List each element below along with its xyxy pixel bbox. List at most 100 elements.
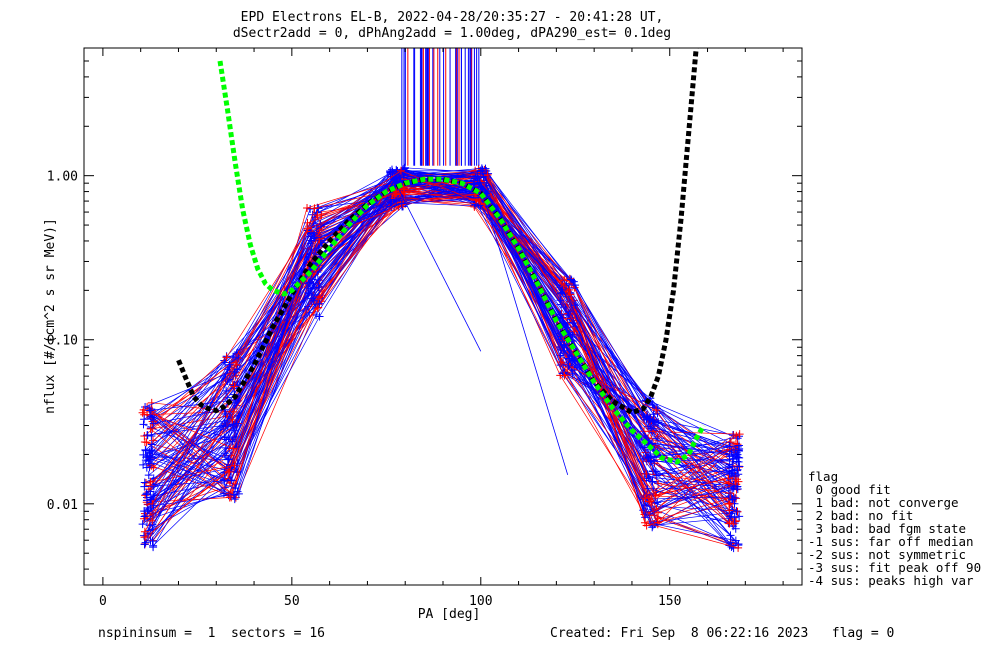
data-marker: [233, 365, 242, 374]
legend-item: -2 sus: not symmetric: [808, 547, 967, 562]
data-marker: [140, 431, 149, 440]
spectrum-line: [144, 170, 734, 522]
x-axis-label: PA [deg]: [418, 607, 481, 622]
data-marker: [386, 168, 395, 177]
data-marker: [732, 482, 741, 491]
data-marker: [312, 310, 321, 319]
data-marker: [735, 430, 744, 439]
legend-item: 3 bad: bad fgm state: [808, 521, 967, 536]
data-marker: [315, 312, 324, 321]
data-marker: [229, 381, 238, 390]
spectrum-line: [150, 170, 737, 499]
legend: flag 0 good fit 1 bad: not converge 2 ba…: [808, 470, 981, 587]
data-marker: [142, 438, 151, 447]
data-marker: [641, 494, 650, 503]
spectrum-line: [153, 194, 730, 524]
data-marker: [310, 204, 319, 213]
data-marker: [303, 224, 312, 233]
data-marker: [560, 371, 569, 380]
data-marker: [138, 520, 147, 529]
data-marker: [221, 409, 230, 418]
data-marker: [140, 527, 149, 536]
legend-item: -4 sus: peaks high var: [808, 573, 974, 588]
x-tick-label: 0: [99, 594, 107, 609]
data-marker: [303, 203, 312, 212]
data-marker: [142, 490, 151, 499]
data-marker: [735, 462, 744, 471]
spectrum-line: [144, 176, 738, 545]
data-marker: [222, 386, 231, 395]
chart-subtitle: dSectr2add = 0, dPhAng2add = 1.00deg, dP…: [233, 26, 671, 41]
spectrum-line: [147, 171, 737, 511]
data-marker: [560, 275, 569, 284]
data-marker: [725, 499, 734, 508]
data-marker: [652, 406, 661, 415]
x-tick-label: 100: [469, 594, 492, 609]
data-marker: [571, 281, 580, 290]
data-marker: [734, 543, 743, 552]
data-marker: [315, 299, 324, 308]
data-marker: [733, 507, 742, 516]
data-marker: [565, 307, 574, 316]
data-marker: [569, 319, 578, 328]
data-marker: [147, 431, 156, 440]
data-marker: [140, 482, 149, 491]
spectrum-line: [143, 193, 729, 496]
legend-title: flag: [808, 469, 839, 484]
data-marker: [648, 477, 657, 486]
data-marker: [731, 493, 740, 502]
data-marker: [139, 405, 148, 414]
legend-item: 1 bad: not converge: [808, 495, 959, 510]
data-marker: [229, 372, 238, 381]
legend-item: -3 sus: fit peak off 90: [808, 560, 982, 575]
data-marker: [565, 285, 574, 294]
data-marker: [140, 540, 149, 549]
data-marker: [725, 460, 734, 469]
spectrum-line: [149, 191, 730, 465]
data-marker: [142, 489, 151, 498]
data-marker: [397, 199, 406, 208]
spectrum-line: [147, 186, 730, 546]
data-marker: [646, 415, 655, 424]
spectrum-trace: [141, 193, 741, 499]
data-marker: [732, 452, 741, 461]
outlier-trace: [397, 187, 482, 352]
data-marker: [148, 499, 157, 508]
footer-info-left: nspininsum = 1 sectors = 16: [98, 626, 325, 641]
data-marker: [306, 284, 315, 293]
data-marker: [224, 454, 233, 463]
data-marker: [307, 229, 316, 238]
data-marker: [144, 471, 153, 480]
data-marker: [140, 415, 149, 424]
data-marker: [731, 524, 740, 533]
data-marker: [142, 496, 151, 505]
data-marker: [304, 288, 313, 297]
spectrum-trace: [140, 172, 742, 549]
data-marker: [473, 171, 482, 180]
data-marker: [230, 495, 239, 504]
data-marker: [392, 197, 401, 206]
data-marker: [571, 301, 580, 310]
spectrum-line: [147, 168, 733, 512]
data-marker: [139, 531, 148, 540]
y-axis-label: nflux [#/(cm^2 s sr MeV)]: [43, 218, 58, 414]
data-marker: [149, 419, 158, 428]
data-marker: [725, 470, 734, 479]
y-tick-label: 0.01: [47, 498, 78, 513]
legend-item: 2 bad: no fit: [808, 508, 914, 523]
spectrum-line: [152, 173, 736, 456]
data-marker: [221, 358, 230, 367]
data-marker: [471, 172, 480, 181]
data-marker: [560, 340, 569, 349]
data-marker: [225, 468, 234, 477]
data-marker: [143, 431, 152, 440]
data-marker: [568, 369, 577, 378]
data-marker: [228, 415, 237, 424]
data-marker: [734, 441, 743, 450]
data-marker: [653, 498, 662, 507]
data-marker: [558, 285, 567, 294]
x-tick-label: 50: [284, 594, 300, 609]
data-marker: [731, 536, 740, 545]
data-marker: [229, 444, 238, 453]
data-marker: [725, 506, 734, 515]
